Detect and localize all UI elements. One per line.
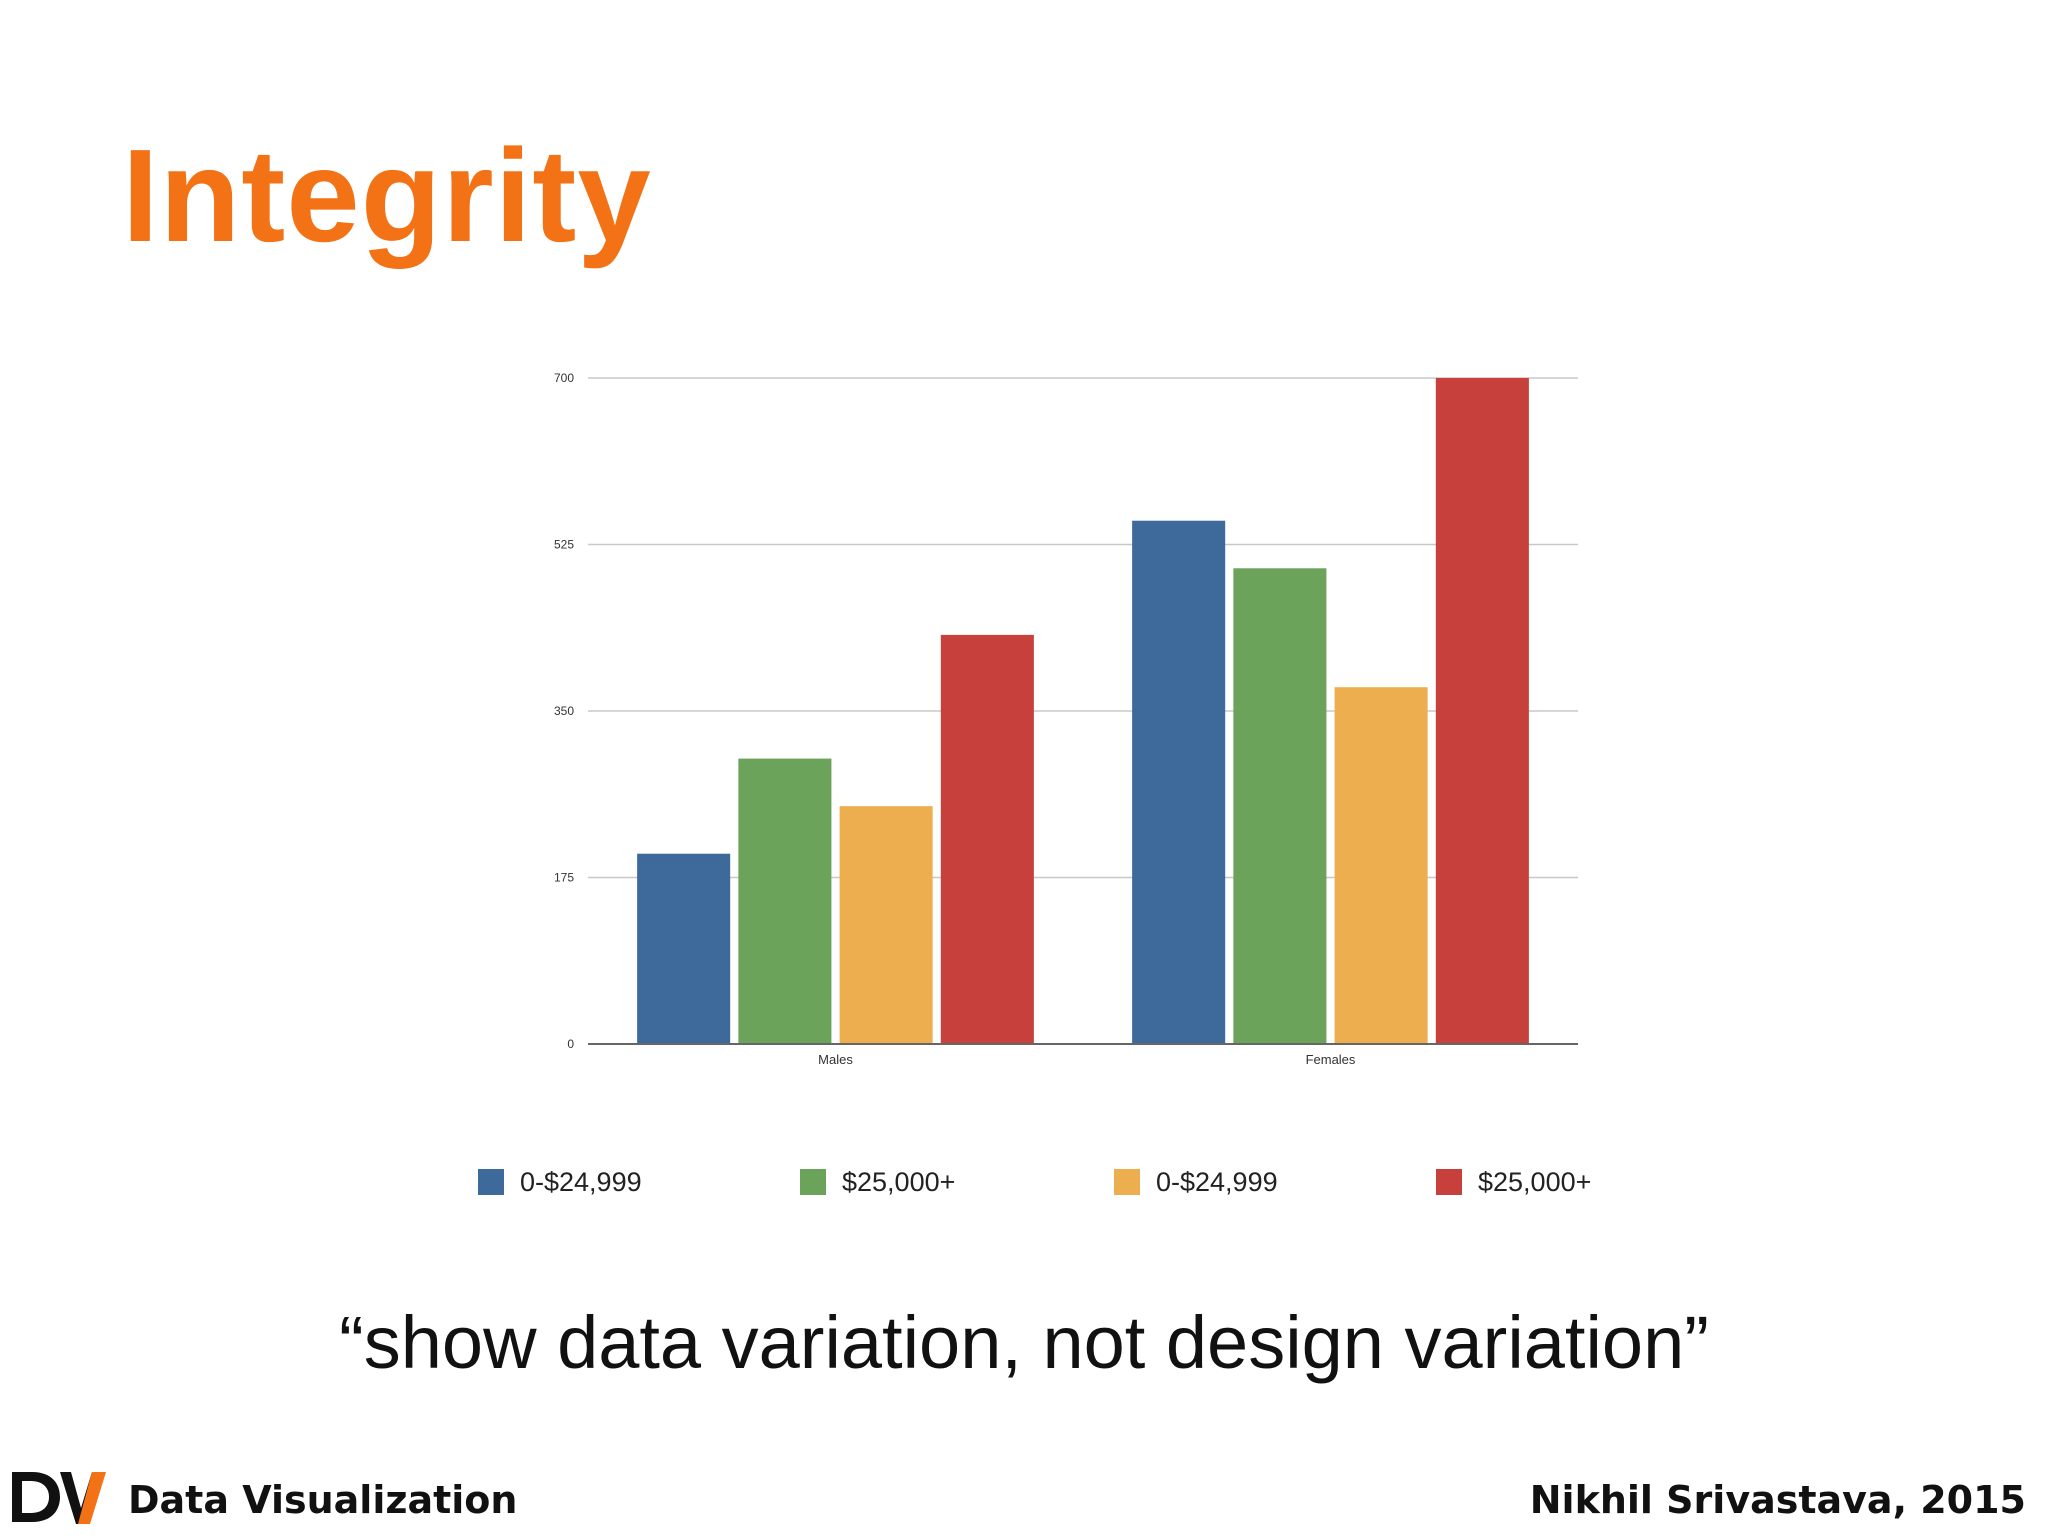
bars	[637, 378, 1529, 1044]
gridlines	[588, 377, 1578, 879]
bar-males-series-2	[738, 758, 832, 1044]
legend-label: $25,000+	[1478, 1166, 1592, 1197]
x-category-label: Males	[818, 1052, 853, 1067]
legend-label: $25,000+	[842, 1166, 956, 1197]
bar-females-series-3	[1334, 687, 1428, 1044]
bar-males-series-3	[839, 806, 933, 1044]
legend-swatch	[800, 1169, 826, 1195]
bar-males-series-1	[637, 853, 731, 1044]
y-tick-label: 350	[554, 704, 574, 718]
y-tick-label: 700	[554, 371, 574, 385]
footer-course-name: Data Visualization	[128, 1478, 518, 1522]
chart-legend: 0-$24,999 $25,000+ 0-$24,999 $25,000+	[478, 1162, 1638, 1202]
legend-item: $25,000+	[1436, 1162, 1591, 1202]
legend-item: 0-$24,999	[478, 1162, 642, 1202]
y-tick-label: 175	[554, 871, 574, 885]
bar-females-series-2	[1233, 568, 1327, 1044]
legend-item: $25,000+	[800, 1162, 955, 1202]
axes: 0 175 350 525 700 Males Females	[554, 371, 1578, 1067]
quote-text: “show data variation, not design variati…	[339, 1301, 1709, 1384]
legend-label: 0-$24,999	[1156, 1166, 1278, 1197]
bar-males-series-4	[940, 634, 1034, 1044]
legend-swatch	[1114, 1169, 1140, 1195]
y-tick-label: 525	[554, 538, 574, 552]
bar-females-series-4	[1435, 378, 1529, 1044]
legend-swatch	[1436, 1169, 1462, 1195]
slide-title: Integrity	[122, 122, 652, 269]
x-category-label: Females	[1306, 1052, 1356, 1067]
footer-author: Nikhil Srivastava, 2015	[1529, 1478, 2026, 1522]
bar-chart: 0 175 350 525 700 Males Females	[554, 371, 1578, 1067]
legend-swatch	[478, 1169, 504, 1195]
y-tick-label: 0	[567, 1037, 574, 1051]
legend-label: 0-$24,999	[520, 1166, 642, 1197]
dv-logo-icon	[12, 1472, 106, 1524]
bar-females-series-1	[1132, 520, 1226, 1044]
legend-item: 0-$24,999	[1114, 1162, 1278, 1202]
